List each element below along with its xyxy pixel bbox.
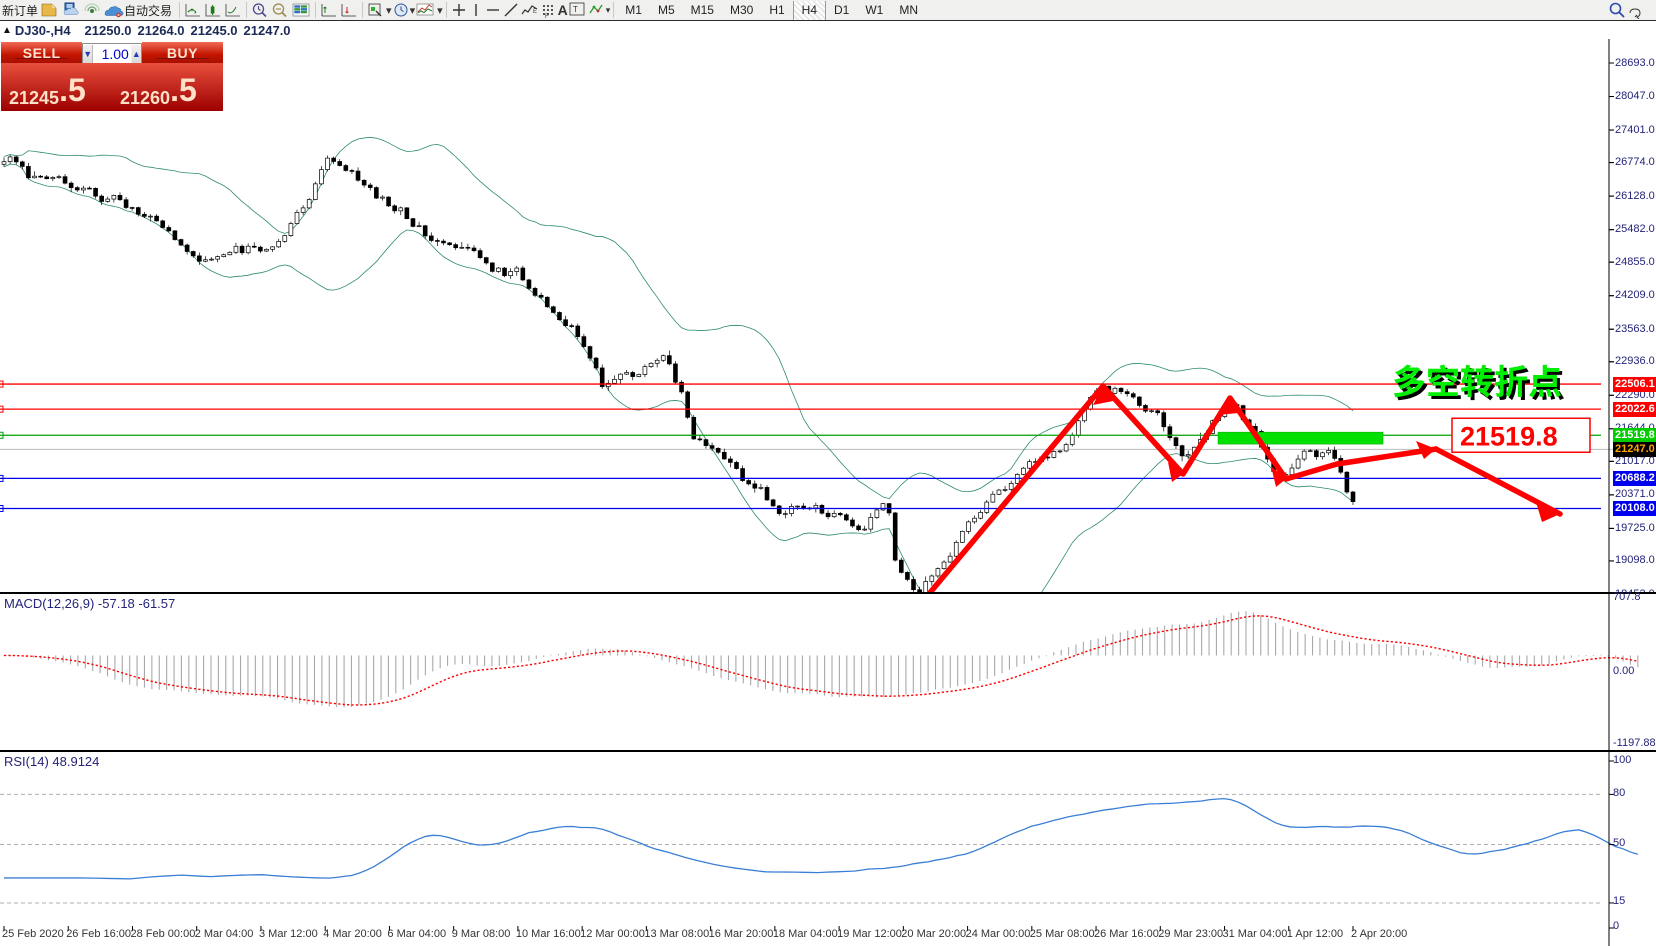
svg-text:E: E xyxy=(533,9,537,15)
svg-text:F: F xyxy=(545,14,549,19)
svg-text:T: T xyxy=(573,5,578,14)
